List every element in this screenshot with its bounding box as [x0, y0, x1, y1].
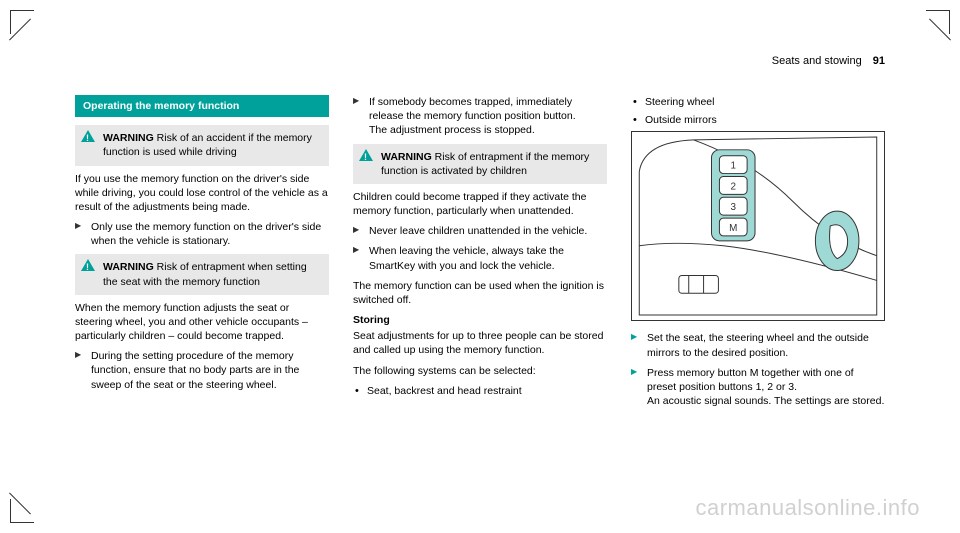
list-item: Seat, backrest and head restraint: [353, 384, 607, 398]
page-content: Operating the memory function WARNING Ri…: [75, 95, 885, 493]
section-title: Operating the memory function: [75, 95, 329, 117]
warning-icon: [359, 149, 373, 161]
crop-mark: [10, 499, 34, 523]
page-header: Seats and stowing 91: [772, 55, 885, 67]
body-text: Children could become trapped if they ac…: [353, 190, 607, 218]
instruction-item: If somebody becomes trapped, immediately…: [353, 95, 607, 138]
instruction-item: Set the seat, the steering wheel and the…: [631, 331, 885, 359]
body-text: The memory function can be used when the…: [353, 279, 607, 307]
warning-icon: [81, 259, 95, 271]
body-text: If you use the memory function on the dr…: [75, 172, 329, 215]
list-item: Steering wheel: [631, 95, 885, 109]
section-name: Seats and stowing: [772, 55, 862, 67]
fig-btn-m: M: [729, 223, 737, 234]
crop-mark: [10, 10, 34, 34]
body-text: When the memory function adjusts the sea…: [75, 301, 329, 344]
body-text: Seat adjustments for up to three people …: [353, 329, 607, 357]
instruction-item: When leaving the vehicle, always take th…: [353, 244, 607, 272]
warning-box: WARNING Risk of entrapment when setting …: [75, 254, 329, 294]
fig-btn-2: 2: [731, 182, 737, 193]
memory-button-figure: 1 2 3 M: [631, 131, 885, 321]
warning-icon: [81, 130, 95, 142]
instruction-item: Press memory button M together with one …: [631, 366, 885, 409]
watermark: carmanualsonline.info: [695, 495, 920, 521]
warning-label: WARNING: [103, 261, 154, 273]
instruction-item: Never leave children unattended in the v…: [353, 224, 607, 238]
warning-label: WARNING: [381, 151, 432, 163]
instruction-item: Only use the memory function on the driv…: [75, 220, 329, 248]
instruction-item: During the setting procedure of the memo…: [75, 349, 329, 392]
crop-mark: [926, 10, 950, 34]
warning-box: WARNING Risk of entrapment if the memory…: [353, 144, 607, 184]
warning-box: WARNING Risk of an accident if the memor…: [75, 125, 329, 165]
list-item: Outside mirrors: [631, 113, 885, 127]
subheading: Storing: [353, 313, 607, 327]
body-text: The following systems can be selected:: [353, 364, 607, 378]
page-number: 91: [873, 55, 885, 67]
fig-btn-3: 3: [731, 203, 737, 214]
warning-label: WARNING: [103, 132, 154, 144]
fig-btn-1: 1: [731, 161, 737, 172]
